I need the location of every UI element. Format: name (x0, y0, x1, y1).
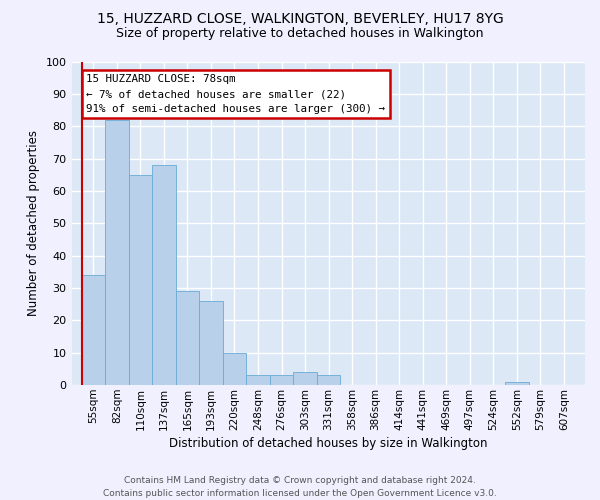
Bar (128, 175, 152, 385)
X-axis label: Distribution of detached houses by size in Walkington: Distribution of detached houses by size … (169, 437, 488, 450)
Bar (152, 165, 176, 385)
Bar (270, 376, 293, 385)
Text: 15, HUZZARD CLOSE, WALKINGTON, BEVERLEY, HU17 8YG: 15, HUZZARD CLOSE, WALKINGTON, BEVERLEY,… (97, 12, 503, 26)
Bar (293, 372, 317, 385)
Bar (176, 292, 199, 385)
Bar (82, 275, 105, 385)
Y-axis label: Number of detached properties: Number of detached properties (27, 130, 40, 316)
Text: 15 HUZZARD CLOSE: 78sqm
← 7% of detached houses are smaller (22)
91% of semi-det: 15 HUZZARD CLOSE: 78sqm ← 7% of detached… (86, 74, 385, 114)
Bar (105, 120, 128, 385)
Bar (505, 382, 529, 385)
Bar (317, 376, 340, 385)
Bar (246, 376, 270, 385)
Text: Size of property relative to detached houses in Walkington: Size of property relative to detached ho… (116, 27, 484, 40)
Text: Contains HM Land Registry data © Crown copyright and database right 2024.
Contai: Contains HM Land Registry data © Crown c… (103, 476, 497, 498)
Bar (199, 301, 223, 385)
Bar (223, 353, 246, 385)
